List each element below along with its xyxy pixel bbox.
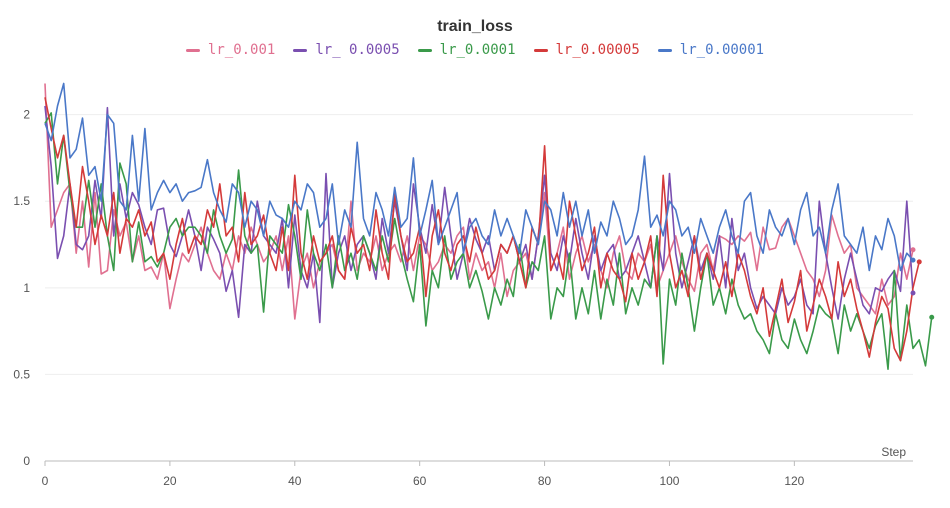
legend: lr_0.001 lr_ 0.0005 lr_0.0001 lr_0.00005 lr_… [0,42,950,58]
x-tick-label: 120 [784,474,804,488]
x-tick-label: 60 [413,474,427,488]
y-tick-label: 2 [23,108,30,122]
legend-swatch [533,48,548,52]
legend-swatch [185,48,200,52]
legend-label: lr_0.00001 [679,42,765,58]
x-tick-label: 100 [659,474,679,488]
y-tick-label: 1 [23,281,30,295]
series-line-3 [44,97,920,362]
legend-label: lr_0.001 [207,42,276,58]
legend-item[interactable]: lr_0.00001 [657,42,765,58]
series-endpoint-0 [910,247,916,253]
legend-swatch [417,48,432,52]
series-endpoint-4 [910,257,916,263]
x-axis-label: Step [881,445,906,459]
legend-item[interactable]: lr_0.0001 [417,42,516,58]
legend-label: lr_0.00005 [555,42,640,58]
legend-swatch [293,48,308,52]
y-tick-label: 1.5 [13,194,30,208]
series-endpoint-2 [929,314,935,320]
legend-item[interactable]: lr_0.001 [185,42,276,58]
legend-item[interactable]: lr_0.00005 [533,42,640,58]
x-tick-label: 80 [538,474,552,488]
legend-item[interactable]: lr_ 0.0005 [293,42,400,58]
series-line-4 [44,82,914,272]
chart-title: train_loss [437,18,513,35]
series-line-2 [44,112,933,371]
series-endpoint-3 [916,259,922,265]
series-line-1 [44,105,914,324]
y-tick-label: 0 [23,454,30,468]
series-line-0 [44,83,914,320]
legend-label: lr_0.0001 [439,42,516,58]
legend-swatch [657,48,672,52]
x-tick-label: 40 [288,474,302,488]
series-endpoint-1 [910,290,916,296]
x-tick-label: 0 [42,474,49,488]
legend-label: lr_ 0.0005 [315,42,400,58]
x-tick-label: 20 [163,474,177,488]
y-tick-label: 0.5 [13,367,30,381]
